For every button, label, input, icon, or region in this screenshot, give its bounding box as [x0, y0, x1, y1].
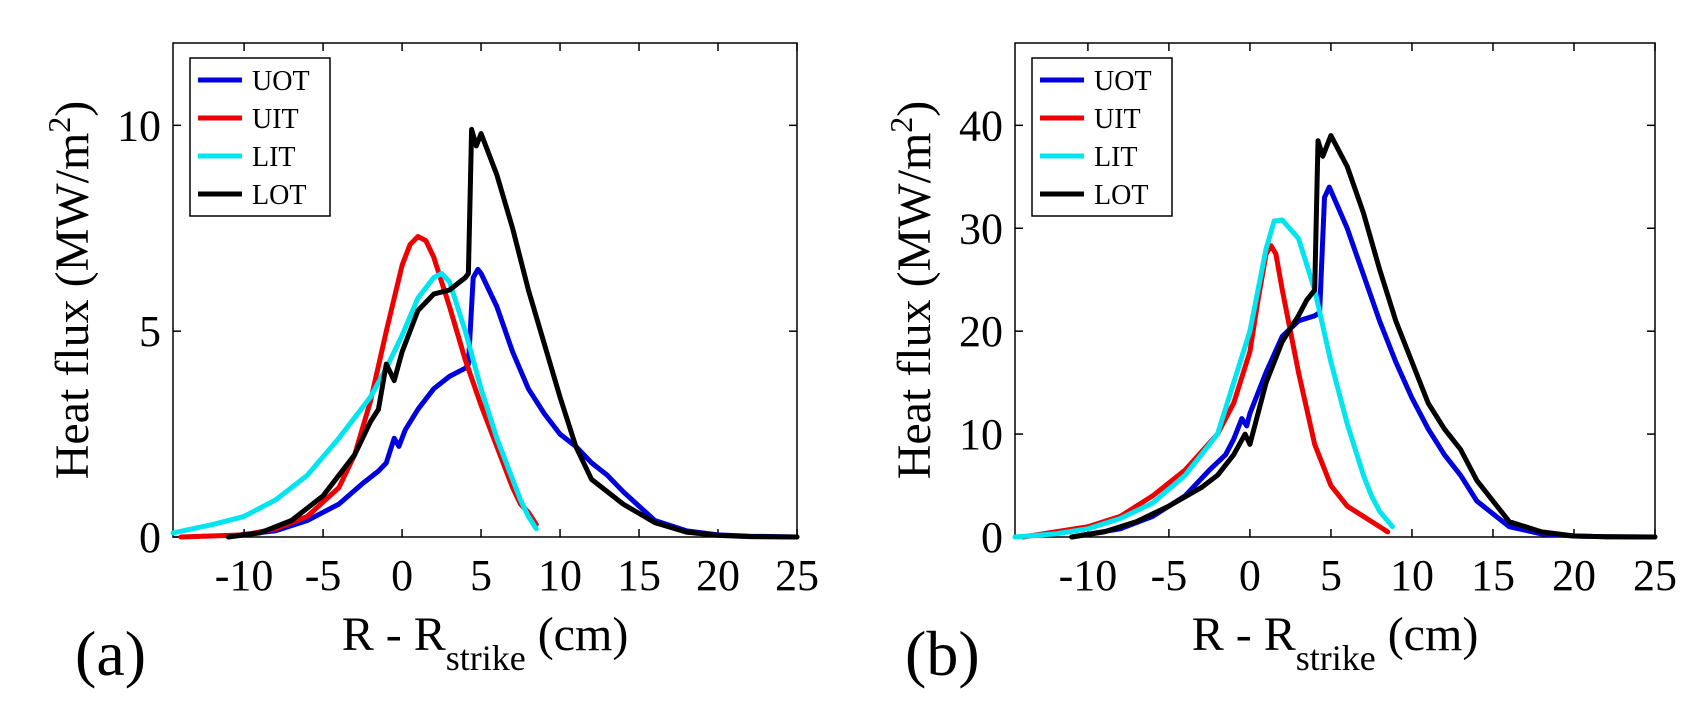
- x-axis-label: R - Rstrike (cm): [342, 608, 629, 678]
- y-axis-label-main: Heat flux (MW/m: [888, 133, 941, 480]
- y-tick-label: 40: [959, 101, 1003, 150]
- y-tick-label: 30: [959, 204, 1003, 253]
- x-tick-label: 20: [696, 551, 740, 600]
- series-line-uit: [178, 234, 539, 540]
- panel-label: (a): [75, 618, 146, 689]
- y-axis-label-close: ): [46, 101, 99, 117]
- y-axis-label-sup: 2: [883, 117, 919, 133]
- x-tick-label: -10: [215, 551, 274, 600]
- series-line-lot: [225, 126, 800, 540]
- legend-label-uot: UOT: [252, 66, 310, 97]
- series-line-lot: [1069, 133, 1658, 540]
- x-axis-label-main: R - R: [342, 608, 446, 661]
- series-line-uit: [1020, 243, 1391, 540]
- x-axis-label-sub: strike: [446, 638, 526, 678]
- series-line-uot: [225, 266, 800, 540]
- legend-label-lit: LIT: [252, 142, 296, 173]
- panel-b: -10 -5 0 5 10 15 20 25 0 10 20 30 40 UOT UIT LIT LOT Heat…: [883, 42, 1677, 689]
- y-tick-label: 0: [139, 513, 161, 562]
- x-tick-label: 15: [617, 551, 661, 600]
- x-tick-label: 5: [1320, 551, 1342, 600]
- series-line-lit: [170, 271, 539, 536]
- legend-label-lit: LIT: [1094, 142, 1138, 173]
- y-tick-label: 10: [959, 410, 1003, 459]
- y-tick-label: 5: [139, 307, 161, 356]
- x-tick-label: 20: [1552, 551, 1596, 600]
- series-line-lit: [1012, 217, 1395, 540]
- legend-box: [1031, 57, 1173, 217]
- y-tick-label: 20: [959, 307, 1003, 356]
- x-axis-label-main: R - R: [1192, 608, 1296, 661]
- legend-label-lot: LOT: [1094, 180, 1148, 211]
- x-tick-label: 25: [1633, 551, 1677, 600]
- x-tick-label: 10: [538, 551, 582, 600]
- legend-label-uot: UOT: [1094, 66, 1152, 97]
- y-axis-label-close: ): [888, 101, 941, 117]
- panel-label: (b): [905, 618, 980, 689]
- x-axis-label: R - Rstrike (cm): [1192, 608, 1479, 678]
- x-tick-label: 25: [775, 551, 819, 600]
- x-tick-label: -5: [305, 551, 342, 600]
- x-tick-label: 5: [470, 551, 492, 600]
- panel-a: -10 -5 0 5 10 15 20 25 0 5 10 UOT UIT LIT LOT Heat flux…: [41, 42, 819, 689]
- x-tick-label: -10: [1059, 551, 1118, 600]
- x-tick-label: 0: [391, 551, 413, 600]
- y-axis-label: Heat flux (MW/m2): [41, 101, 99, 480]
- x-axis-label-unit: (cm): [1376, 608, 1479, 661]
- x-tick-label: -5: [1151, 551, 1188, 600]
- legend-box: [189, 57, 331, 217]
- plot-frame: [1014, 42, 1656, 538]
- x-axis-label-unit: (cm): [526, 608, 629, 661]
- legend-label-lot: LOT: [252, 180, 306, 211]
- legend-label-uit: UIT: [1094, 104, 1141, 135]
- x-axis-label-sub: strike: [1296, 638, 1376, 678]
- x-tick-label: 0: [1239, 551, 1261, 600]
- y-tick-label: 0: [981, 513, 1003, 562]
- x-tick-label: 15: [1471, 551, 1515, 600]
- y-axis-label: Heat flux (MW/m2): [883, 101, 941, 480]
- legend-label-uit: UIT: [252, 104, 299, 135]
- y-tick-label: 10: [117, 101, 161, 150]
- y-axis-label-main: Heat flux (MW/m: [46, 133, 99, 480]
- series-line-uot: [1069, 184, 1658, 540]
- plot-frame: [172, 42, 798, 538]
- x-tick-label: 10: [1390, 551, 1434, 600]
- y-axis-label-sup: 2: [41, 117, 77, 133]
